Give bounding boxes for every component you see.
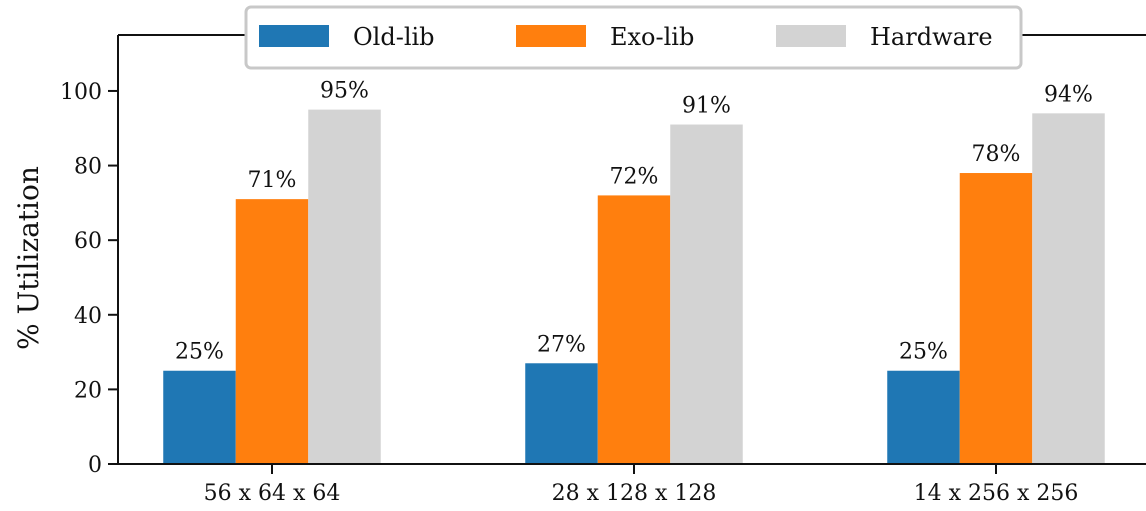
legend-swatch-exo-lib	[516, 25, 586, 47]
y-tick-label-40: 40	[74, 304, 102, 329]
data-label-hardware-3: 94%	[1044, 82, 1093, 107]
data-label-hardware-2: 91%	[682, 94, 731, 119]
data-label-old-lib-3: 25%	[899, 340, 948, 365]
legend-label-hardware: Hardware	[870, 23, 993, 51]
y-tick-label-100: 100	[60, 80, 102, 105]
x-tick-label-2: 28 x 128 x 128	[552, 481, 717, 506]
bar-old-lib-2	[525, 363, 598, 464]
y-tick-label-60: 60	[74, 229, 102, 254]
x-tick-label-3: 14 x 256 x 256	[914, 481, 1079, 506]
bar-hardware-1	[308, 109, 381, 464]
data-label-hardware-1: 95%	[320, 79, 369, 104]
legend-label-exo-lib: Exo-lib	[610, 23, 694, 51]
y-tick-label-20: 20	[74, 378, 102, 403]
bar-exo-lib-2	[597, 195, 671, 464]
data-label-old-lib-2: 27%	[537, 332, 586, 357]
data-label-exo-lib-3: 78%	[972, 142, 1021, 167]
bar-exo-lib-1	[235, 199, 309, 464]
bar-hardware-2	[670, 124, 743, 465]
bar-old-lib-3	[887, 370, 960, 464]
y-tick-label-0: 0	[88, 453, 102, 478]
data-label-exo-lib-2: 72%	[610, 164, 659, 189]
data-label-exo-lib-1: 71%	[248, 168, 297, 193]
legend: Old-lib Exo-lib Hardware	[244, 5, 1023, 70]
x-tick-label-1: 56 x 64 x 64	[204, 481, 341, 506]
bar-hardware-3	[1032, 113, 1105, 465]
y-tick-label-80: 80	[74, 155, 102, 180]
y-axis-title: % Utilization	[12, 166, 45, 350]
legend-swatch-hardware	[776, 25, 846, 47]
bar-exo-lib-3	[959, 173, 1033, 464]
legend-swatch-old-lib	[259, 25, 329, 47]
legend-box	[244, 5, 1023, 70]
bar-old-lib-1	[163, 370, 236, 464]
legend-label-old-lib: Old-lib	[353, 23, 435, 51]
data-label-old-lib-1: 25%	[175, 340, 224, 365]
